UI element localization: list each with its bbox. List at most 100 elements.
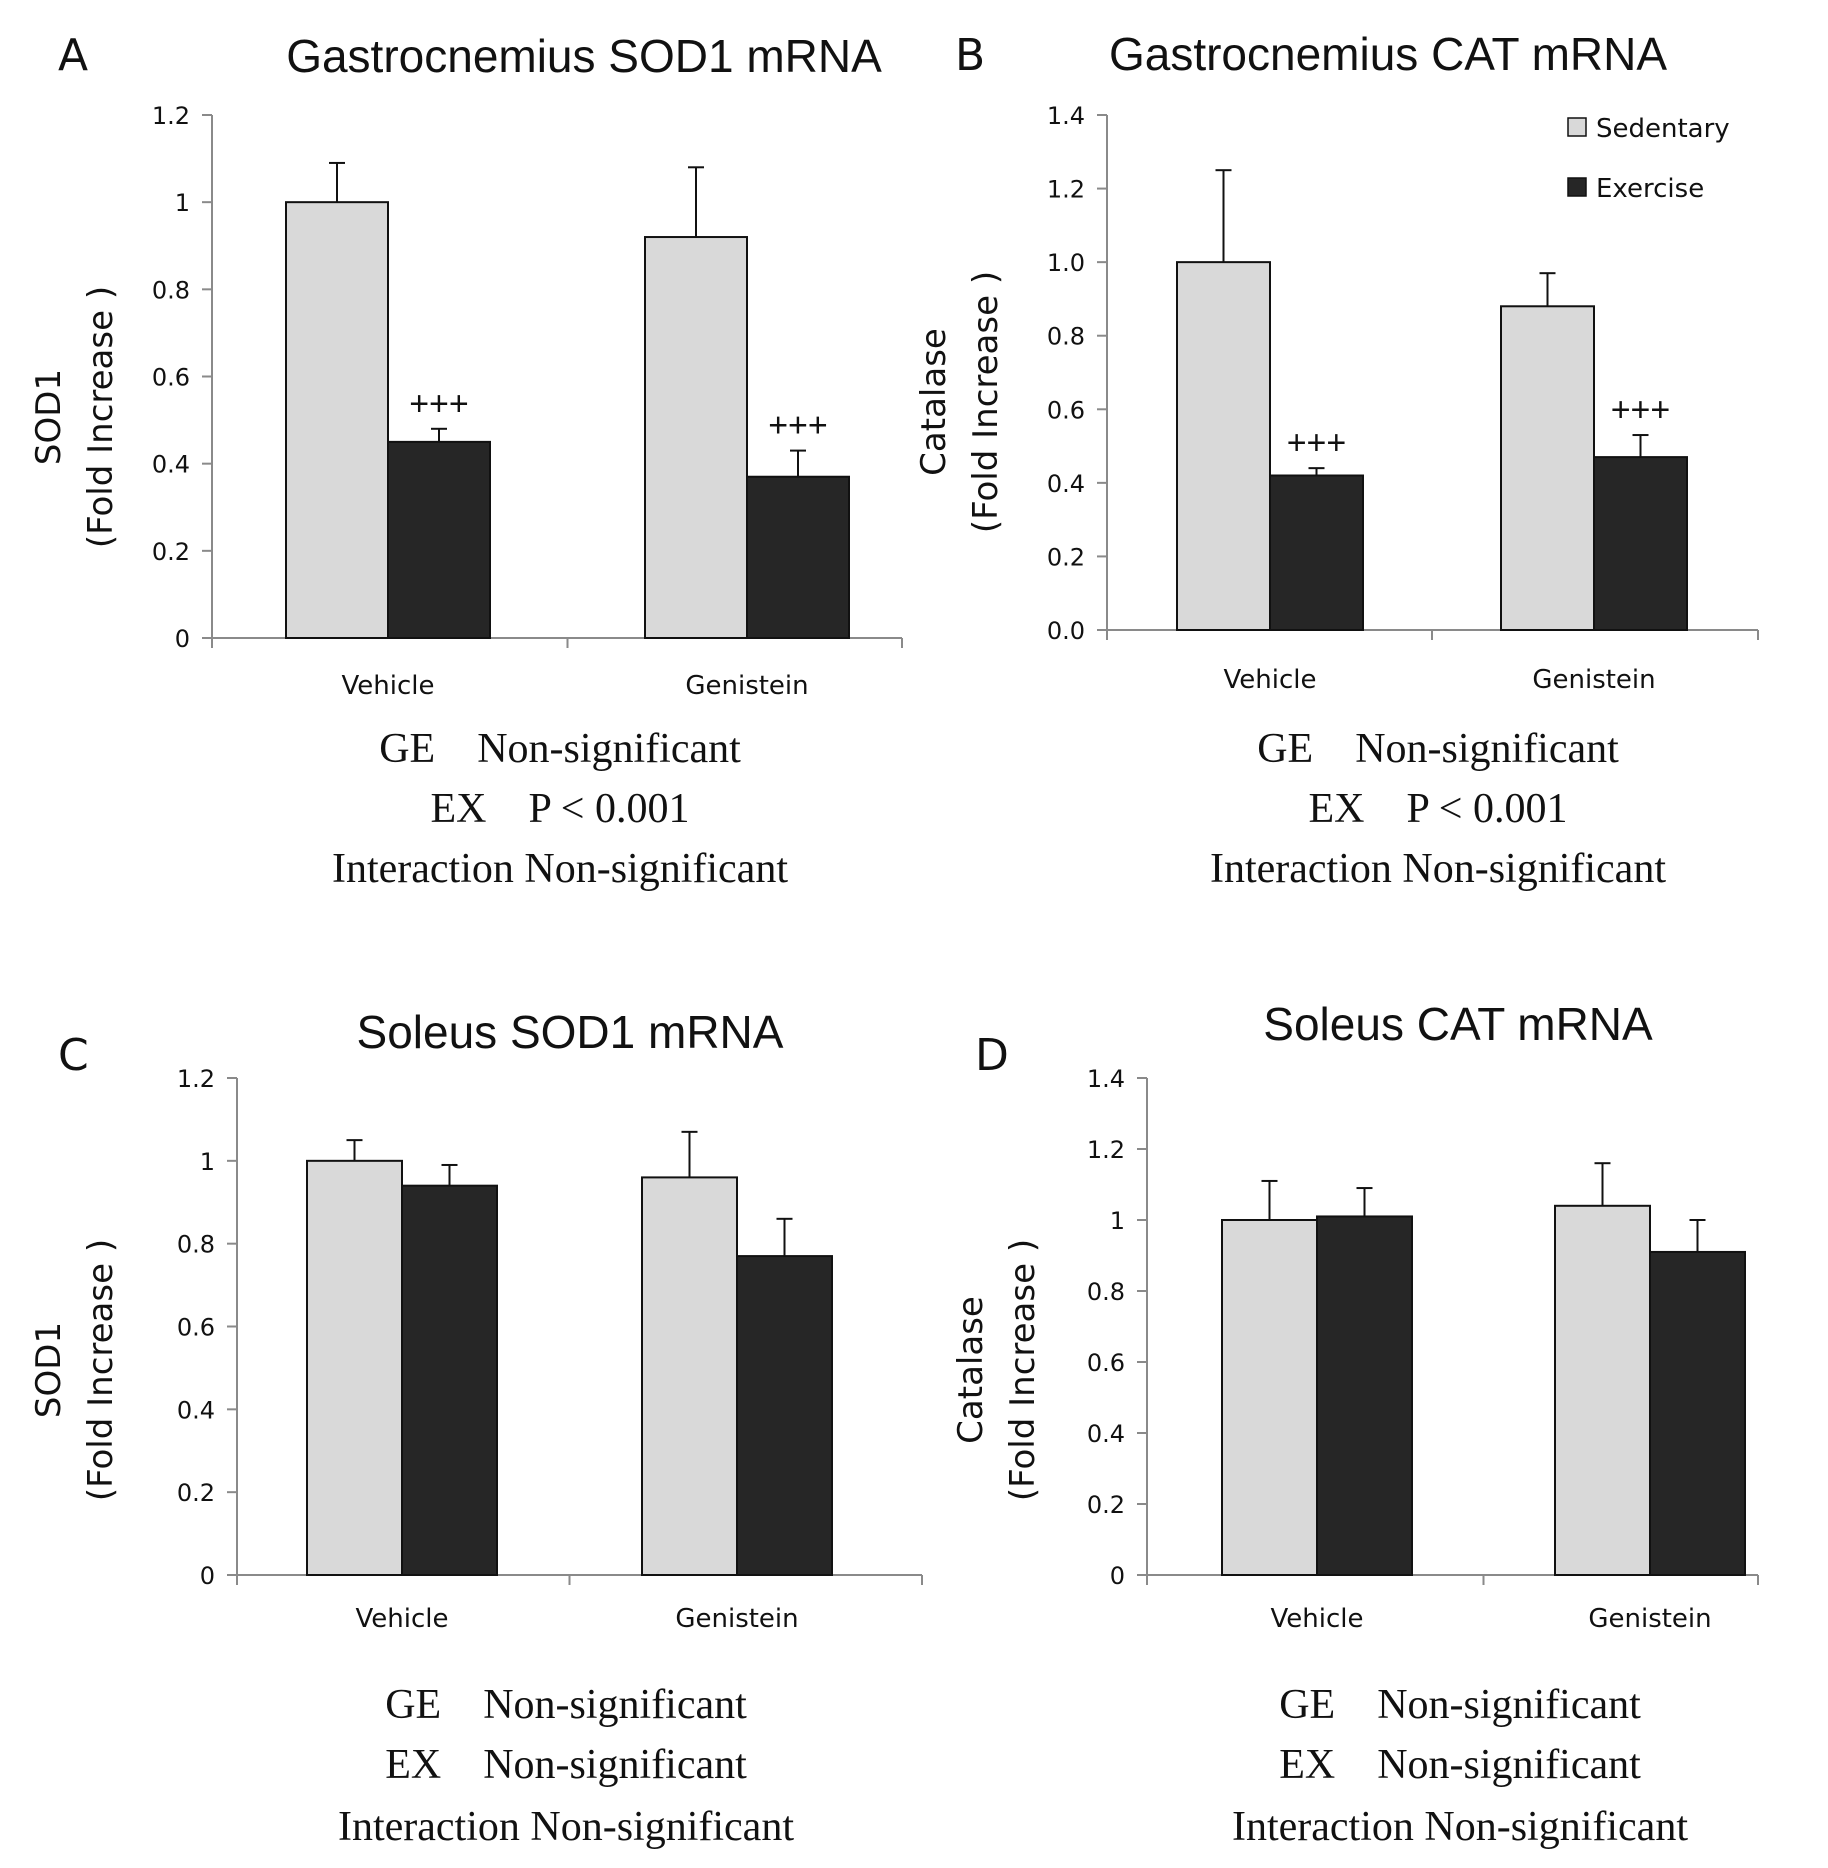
y-tick-label: 0.2	[1047, 543, 1085, 571]
plot-area: 0.0 0.2 0.4 0.6 0.8 1.0 1.2 1.4 Catalase (Fold In…	[914, 102, 1759, 695]
y-tick-label: 1	[200, 1148, 215, 1176]
stats-line: EX P < 0.001	[431, 786, 690, 832]
chart-title: Gastrocnemius CAT mRNA	[1109, 28, 1667, 80]
bar-sedentary-genistein	[1554, 1204, 1651, 1577]
significance-label: +++	[1611, 391, 1671, 429]
stats-line: Interaction Non-significant	[1210, 846, 1666, 892]
x-tick-label: Vehicle	[356, 1604, 449, 1634]
y-tick-label: 0.2	[177, 1479, 215, 1507]
chart-title: Gastrocnemius SOD1 mRNA	[286, 30, 882, 82]
y-axis-title: (Fold Increase )	[81, 286, 121, 548]
y-tick-label: 0.6	[152, 364, 190, 392]
stats-line: Interaction Non-significant	[332, 846, 788, 892]
x-tick-label: Vehicle	[1224, 665, 1317, 695]
bar-sedentary-vehicle	[285, 201, 389, 640]
bar-sedentary-genistein	[1500, 305, 1595, 631]
y-tick-label: 1.2	[152, 102, 190, 130]
x-tick-label: Genistein	[675, 1604, 798, 1634]
y-tick-label: 1.2	[1047, 176, 1085, 204]
panel-c: C Soleus SOD1 mRNA 0 0.2 0.4 0.6 0.8 1 1.2 SOD1…	[29, 1006, 923, 1850]
y-tick-label: 0.4	[1087, 1420, 1125, 1448]
legend-label-exercise: Exercise	[1596, 174, 1704, 204]
y-axis-title: SOD1	[29, 1322, 69, 1418]
stats-line: EX Non-significant	[1279, 1742, 1641, 1788]
x-tick-label: Vehicle	[1271, 1604, 1364, 1634]
bar-exercise-genistein	[736, 1255, 833, 1576]
y-tick-label: 0.2	[1087, 1491, 1125, 1519]
bar-sedentary-genistein	[641, 1176, 738, 1577]
stats-line: Interaction Non-significant	[1232, 1804, 1688, 1850]
bar-exercise-genistein	[1593, 456, 1688, 631]
y-tick-label: 1	[1110, 1207, 1125, 1235]
legend-label-sedentary: Sedentary	[1596, 114, 1730, 144]
y-axis-title: (Fold Increase )	[81, 1239, 121, 1501]
panel-b: B Gastrocnemius CAT mRNA 0.0 0.2 0.4 0.6 0.8…	[914, 28, 1759, 892]
bar-sedentary-vehicle	[1221, 1219, 1318, 1576]
y-tick-label: 0.0	[1047, 617, 1085, 645]
y-tick-label: 0.4	[1047, 470, 1085, 498]
x-tick-label: Genistein	[1588, 1604, 1711, 1634]
bar-sedentary-vehicle	[306, 1159, 403, 1577]
significance-label: +++	[768, 407, 828, 445]
y-axis-title: (Fold Increase )	[966, 271, 1006, 533]
x-tick-label: Vehicle	[342, 671, 435, 701]
bar-exercise-genistein	[746, 475, 850, 639]
y-tick-label: 0.6	[1087, 1349, 1125, 1377]
legend: Sedentary Exercise	[1567, 114, 1730, 204]
y-tick-label: 1.2	[177, 1065, 215, 1093]
y-axis-title: Catalase	[951, 1296, 991, 1444]
plot-area: 0 0.2 0.4 0.6 0.8 1 1.2 1.4 Catalase (Fold Increa…	[951, 1065, 1759, 1634]
y-tick-label: 0.4	[177, 1396, 215, 1424]
y-axis-title: SOD1	[29, 369, 69, 465]
y-tick-label: 1.4	[1047, 102, 1085, 130]
panel-letter: C	[58, 1030, 89, 1081]
y-tick-label: 0.4	[152, 451, 190, 479]
y-tick-label: 0.8	[1087, 1278, 1125, 1306]
y-tick-label: 0.2	[152, 538, 190, 566]
y-tick-label: 0.8	[1047, 323, 1085, 351]
panel-d: D Soleus CAT mRNA 0 0.2 0.4 0.6 0.8 1 1.2 1.4 Ca…	[951, 998, 1759, 1850]
stats-line: GE Non-significant	[1279, 1682, 1641, 1728]
y-tick-label: 0	[1110, 1562, 1125, 1590]
legend-swatch-sedentary	[1567, 117, 1587, 137]
stats-line: GE Non-significant	[379, 726, 741, 772]
y-tick-label: 1	[175, 189, 190, 217]
stats-line: Interaction Non-significant	[338, 1804, 794, 1850]
y-tick-label: 0.6	[177, 1314, 215, 1342]
y-tick-label: 0	[200, 1562, 215, 1590]
y-tick-label: 1.4	[1087, 1065, 1125, 1093]
legend-swatch-exercise	[1567, 177, 1587, 197]
x-tick-label: Genistein	[685, 671, 808, 701]
bar-sedentary-vehicle	[1176, 261, 1271, 631]
panel-letter: A	[58, 30, 88, 81]
y-tick-label: 0.8	[177, 1231, 215, 1259]
significance-label: +++	[1287, 424, 1347, 462]
y-tick-label: 1.0	[1047, 249, 1085, 277]
bar-sedentary-genistein	[644, 236, 748, 640]
plot-area: 0 0.2 0.4 0.6 0.8 1 1.2 SOD1 (Fold Increase ) Veh…	[29, 1065, 923, 1634]
panel-a: A Gastrocnemius SOD1 mRNA 0 0.2 0.4 0.6 0.8 1…	[29, 30, 903, 892]
bar-exercise-vehicle	[1316, 1215, 1413, 1576]
stats-line: EX P < 0.001	[1309, 786, 1568, 832]
significance-label: +++	[409, 385, 469, 423]
panel-letter: B	[955, 30, 985, 81]
bar-exercise-vehicle	[1269, 474, 1364, 631]
y-tick-label: 1.2	[1087, 1136, 1125, 1164]
stats-line: EX Non-significant	[385, 1742, 747, 1788]
stats-line: GE Non-significant	[385, 1682, 747, 1728]
stats-line: GE Non-significant	[1257, 726, 1619, 772]
x-tick-label: Genistein	[1532, 665, 1655, 695]
bar-exercise-vehicle	[401, 1184, 498, 1577]
panel-letter: D	[975, 1030, 1009, 1081]
bar-exercise-vehicle	[387, 440, 491, 639]
chart-title: Soleus SOD1 mRNA	[357, 1006, 784, 1058]
bar-exercise-genistein	[1649, 1250, 1746, 1576]
y-tick-label: 0.6	[1047, 396, 1085, 424]
plot-area: 0 0.2 0.4 0.6 0.8 1 1.2 SOD1 (Fold Increase ) +++…	[29, 102, 903, 701]
y-tick-label: 0.8	[152, 276, 190, 304]
chart-title: Soleus CAT mRNA	[1263, 998, 1653, 1050]
y-axis-title: (Fold Increase )	[1003, 1239, 1043, 1501]
y-tick-label: 0	[175, 625, 190, 653]
y-axis-title: Catalase	[914, 328, 954, 476]
